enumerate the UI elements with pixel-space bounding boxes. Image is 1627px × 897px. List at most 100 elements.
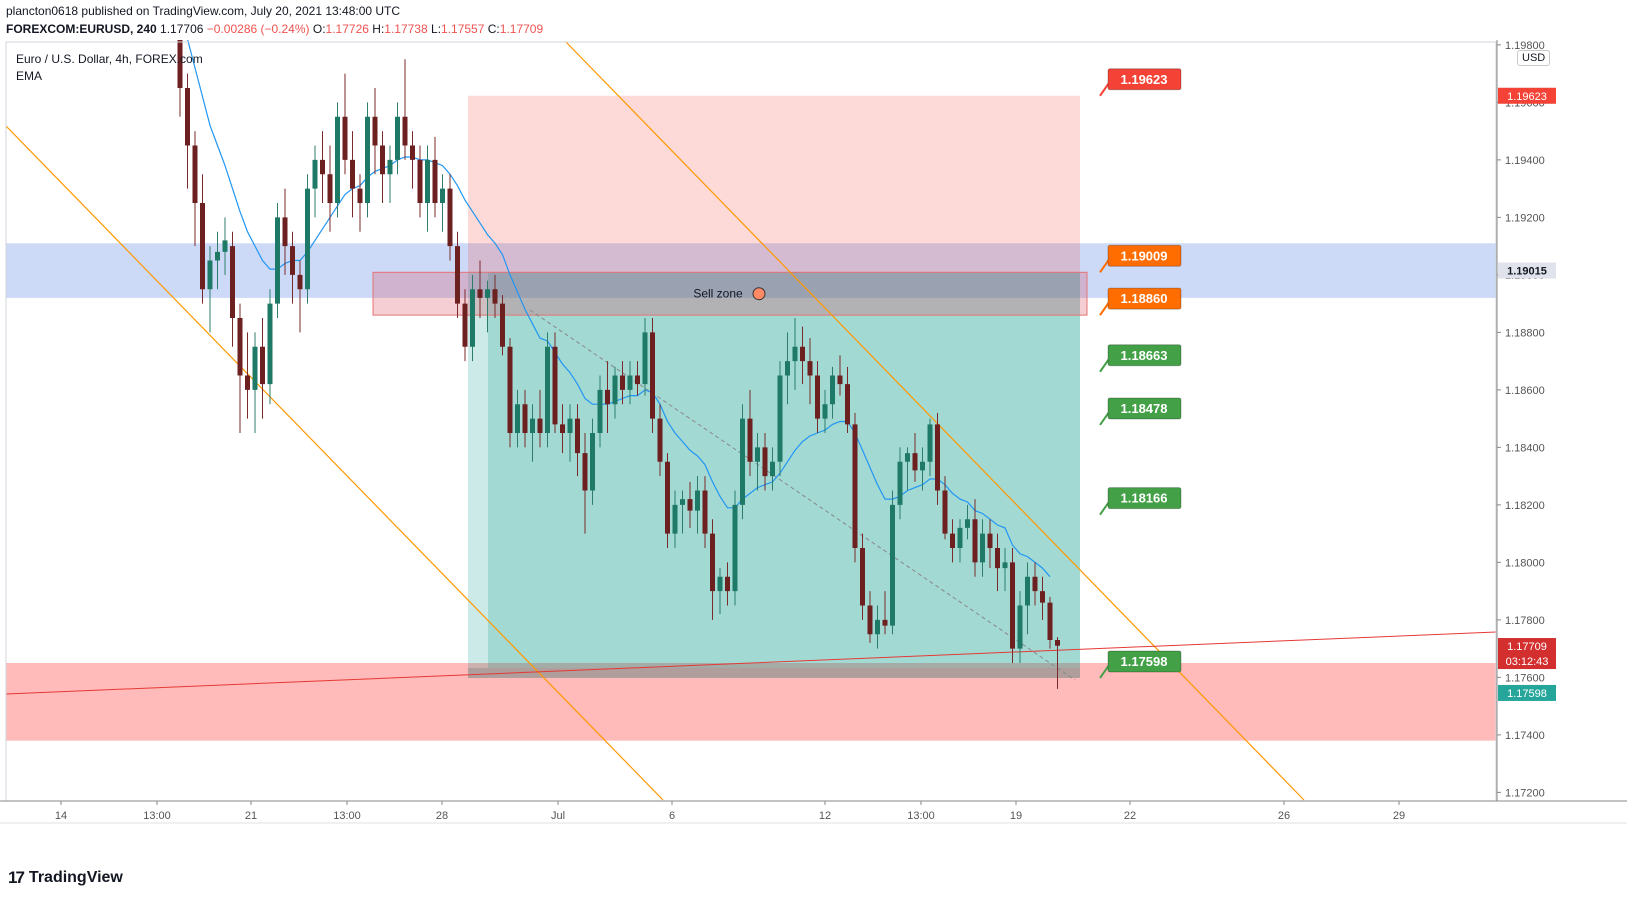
candle-body[interactable]	[410, 145, 415, 160]
price-label-target[interactable]: 1.18166	[1099, 487, 1182, 516]
candle-body[interactable]	[687, 499, 693, 511]
candle-body[interactable]	[207, 260, 213, 290]
stop-loss-area[interactable]	[468, 95, 1080, 273]
brand-footer[interactable]: 17 TradingView	[8, 868, 123, 888]
candle-body[interactable]	[792, 346, 798, 362]
candle-body[interactable]	[260, 346, 265, 385]
candle-body[interactable]	[725, 576, 730, 592]
candle-body[interactable]	[357, 188, 363, 203]
candle-body[interactable]	[462, 303, 468, 347]
candle-body[interactable]	[222, 240, 228, 252]
price-label-entry[interactable]: 1.19009	[1099, 244, 1182, 273]
candle-body[interactable]	[837, 375, 843, 385]
candle-body[interactable]	[245, 375, 250, 390]
candle-body[interactable]	[762, 447, 768, 477]
candle-body[interactable]	[785, 361, 790, 376]
price-label-entry[interactable]: 1.18860	[1099, 287, 1182, 316]
candle-body[interactable]	[995, 548, 1000, 569]
candle-body[interactable]	[965, 519, 970, 528]
candle-body[interactable]	[1002, 562, 1008, 569]
candle-body[interactable]	[905, 453, 910, 462]
candle-body[interactable]	[320, 159, 325, 175]
candle-body[interactable]	[305, 188, 310, 290]
candle-body[interactable]	[530, 418, 535, 433]
price-label-stop[interactable]: 1.19623	[1099, 68, 1182, 97]
candle-body[interactable]	[912, 453, 918, 471]
candle-body[interactable]	[1010, 562, 1015, 649]
candle-body[interactable]	[807, 361, 813, 376]
indicator-name[interactable]: EMA	[16, 69, 43, 83]
candle-body[interactable]	[515, 404, 520, 433]
candle-body[interactable]	[605, 389, 610, 405]
candle-body[interactable]	[770, 461, 775, 477]
candle-body[interactable]	[342, 116, 348, 160]
candle-body[interactable]	[425, 159, 430, 203]
candle-body[interactable]	[455, 246, 460, 304]
candle-body[interactable]	[800, 346, 805, 362]
candle-body[interactable]	[665, 461, 670, 534]
candle-body[interactable]	[282, 217, 288, 247]
price-label-target[interactable]: 1.17598	[1099, 650, 1182, 679]
candle-body[interactable]	[950, 533, 955, 548]
candle-body[interactable]	[432, 159, 438, 203]
candle-body[interactable]	[920, 461, 925, 471]
candle-body[interactable]	[755, 447, 760, 462]
candle-body[interactable]	[447, 188, 453, 247]
candle-body[interactable]	[935, 424, 940, 491]
candle-body[interactable]	[1017, 605, 1023, 649]
candle-body[interactable]	[740, 418, 745, 505]
candle-body[interactable]	[680, 499, 685, 505]
candle-body[interactable]	[1025, 576, 1030, 606]
trendline-lower-channel[interactable]	[5, 125, 664, 801]
candle-body[interactable]	[402, 116, 408, 146]
candle-body[interactable]	[867, 605, 873, 635]
candle-body[interactable]	[657, 418, 663, 462]
price-label-target[interactable]: 1.18478	[1099, 397, 1182, 426]
candle-body[interactable]	[642, 332, 648, 385]
candle-body[interactable]	[477, 289, 483, 298]
candle-body[interactable]	[192, 145, 198, 204]
candle-body[interactable]	[507, 346, 513, 433]
candle-body[interactable]	[695, 490, 700, 511]
candle-body[interactable]	[650, 332, 655, 419]
candle-body[interactable]	[395, 116, 400, 160]
candle-body[interactable]	[200, 203, 205, 290]
candle-body[interactable]	[185, 88, 190, 146]
candle-body[interactable]	[485, 289, 490, 298]
candle-body[interactable]	[267, 303, 273, 385]
candle-body[interactable]	[987, 533, 993, 548]
candle-body[interactable]	[275, 217, 280, 304]
candle-body[interactable]	[860, 548, 865, 606]
trendline-upper-channel[interactable]	[565, 41, 1305, 801]
candle-body[interactable]	[897, 461, 903, 505]
candle-body[interactable]	[440, 188, 445, 203]
price-label-target[interactable]: 1.18663	[1099, 344, 1182, 373]
candle-body[interactable]	[575, 418, 580, 454]
candle-body[interactable]	[1032, 576, 1038, 592]
price-line[interactable]	[5, 631, 1497, 695]
candle-body[interactable]	[252, 346, 258, 390]
candle-body[interactable]	[627, 375, 633, 390]
currency-badge[interactable]: USD	[1517, 50, 1551, 66]
candle-body[interactable]	[890, 504, 895, 626]
candle-body[interactable]	[545, 346, 550, 433]
candle-body[interactable]	[942, 490, 948, 534]
candle-body[interactable]	[732, 504, 738, 592]
candle-body[interactable]	[875, 619, 880, 635]
support-zone[interactable]	[6, 663, 1496, 741]
candle-body[interactable]	[717, 576, 723, 592]
candle-body[interactable]	[312, 159, 318, 189]
candle-body[interactable]	[567, 418, 573, 433]
candle-body[interactable]	[372, 116, 378, 146]
candle-body[interactable]	[845, 384, 850, 425]
candle-body[interactable]	[365, 116, 370, 203]
candle-body[interactable]	[350, 159, 355, 189]
candle-body[interactable]	[492, 289, 498, 304]
candle-body[interactable]	[552, 346, 558, 425]
candle-body[interactable]	[590, 433, 595, 491]
candle-body[interactable]	[177, 40, 183, 88]
candle-body[interactable]	[972, 519, 978, 563]
candle-body[interactable]	[710, 533, 715, 592]
candle-body[interactable]	[297, 274, 303, 290]
dashed-path-line[interactable]	[529, 309, 1076, 681]
